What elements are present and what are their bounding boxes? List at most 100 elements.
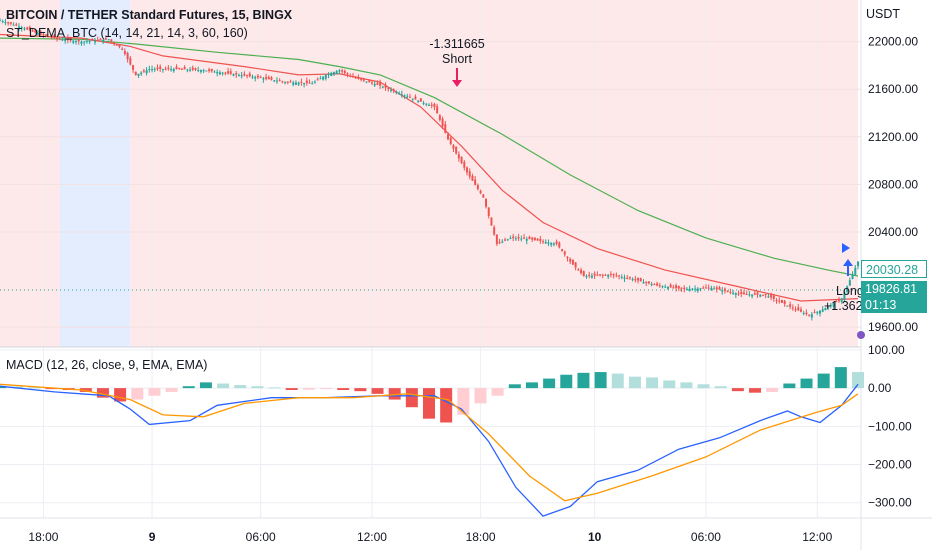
candle-body — [699, 288, 702, 290]
macd-tick-label: −300.00 — [868, 496, 912, 510]
candle-body — [832, 303, 835, 307]
macd-histogram-bar — [45, 388, 58, 390]
candle-body — [468, 171, 471, 177]
candle-body — [142, 70, 145, 72]
candle-body — [327, 73, 330, 75]
candle-body — [246, 75, 249, 77]
macd-legend[interactable]: MACD (12, 26, close, 9, EMA, EMA) — [6, 358, 208, 372]
candle-body — [99, 38, 102, 40]
candle-body — [107, 39, 110, 41]
candle-body — [270, 77, 273, 80]
candle-body — [406, 96, 409, 98]
candle-body — [221, 72, 224, 74]
candle-body — [256, 75, 259, 78]
candle-body — [419, 98, 422, 102]
candle-body — [338, 70, 341, 72]
candle-body — [118, 44, 121, 47]
candle-body — [381, 86, 384, 88]
candle-body — [742, 292, 745, 295]
time-axis-labels[interactable]: 18:00 9 06:00 12:00 18:00 10 06:00 12:00 — [28, 530, 832, 544]
macd-line — [0, 383, 859, 517]
candle-body — [544, 241, 547, 244]
last-price-value: 19826.81 — [865, 282, 918, 296]
macd-histogram-bar — [28, 387, 41, 389]
candle-body — [791, 307, 794, 309]
candle-body — [12, 24, 15, 26]
macd-tick-label: −100.00 — [868, 419, 912, 433]
candle-body — [612, 273, 615, 276]
macd-histogram-bar — [199, 382, 212, 389]
macd-histogram-bar — [234, 385, 247, 389]
candle-body — [186, 69, 189, 71]
indicator-legend[interactable]: ST_DEMA_BTC (14, 14, 21, 14, 3, 60, 160) — [6, 26, 248, 40]
macd-histogram-bar — [165, 388, 178, 392]
candle-body — [94, 40, 97, 43]
candle-body — [197, 69, 200, 71]
candle-body — [778, 300, 781, 302]
candle-body — [786, 305, 789, 307]
candle-body — [533, 237, 536, 241]
candle-body — [656, 283, 659, 286]
candle-body — [775, 300, 778, 302]
candle-body — [330, 73, 333, 76]
candle-body — [745, 294, 748, 296]
candle-body — [767, 296, 770, 298]
candle-body — [61, 39, 64, 41]
candle-body — [313, 81, 316, 83]
candle-body — [561, 249, 564, 252]
candle-body — [373, 83, 376, 86]
candle-body — [370, 82, 373, 84]
candle-body — [520, 238, 523, 240]
candle-body — [737, 293, 740, 295]
candle-body — [658, 285, 661, 287]
candle-body — [639, 278, 642, 282]
candle-body — [319, 78, 322, 80]
candle-body — [582, 271, 585, 276]
candle-body — [191, 67, 194, 70]
candle-body — [452, 145, 455, 149]
candle-body — [56, 37, 59, 39]
candle-body — [797, 307, 800, 311]
macd-histogram-bar — [251, 386, 264, 389]
candle-body — [85, 41, 88, 43]
candlesticks[interactable] — [0, 18, 859, 321]
candle-body — [449, 137, 452, 144]
candle-body — [799, 309, 802, 312]
macd-histogram-bar — [474, 388, 487, 404]
candle-body — [164, 68, 167, 70]
price-tick-label: 20400.00 — [868, 225, 918, 239]
candle-body — [596, 274, 599, 276]
candle-body — [91, 39, 94, 41]
candle-body — [607, 274, 610, 277]
candle-body — [780, 299, 783, 303]
macd-histogram-bar — [594, 372, 607, 389]
candle-body — [1, 21, 4, 23]
candle-body — [284, 82, 287, 84]
candle-body — [590, 275, 593, 278]
candle-body — [267, 77, 270, 80]
candle-body — [460, 156, 463, 163]
candle-body — [756, 292, 759, 295]
candle-body — [504, 239, 507, 241]
macd-axis-labels[interactable]: 100.00 0.00 −100.00 −200.00 −300.00 — [868, 343, 912, 510]
candle-body — [827, 306, 830, 308]
candle-body — [411, 98, 414, 100]
time-tick-label: 10 — [588, 530, 602, 544]
candle-body — [265, 77, 268, 79]
macd-histogram-bar — [354, 388, 367, 392]
candle-body — [715, 287, 718, 290]
candle-body — [846, 286, 849, 292]
candle-body — [368, 80, 371, 83]
candle-body — [493, 227, 496, 235]
candle-body — [210, 68, 213, 72]
candle-body — [474, 179, 477, 185]
candle-body — [39, 31, 42, 35]
price-axis-labels[interactable]: 22000.00 21600.00 21200.00 20800.00 20400.00… — [868, 35, 918, 335]
candle-body — [20, 27, 23, 29]
macd-histogram-bar — [217, 383, 230, 389]
macd-histogram-bar — [543, 378, 556, 389]
candle-body — [0, 20, 1, 22]
candle-body — [759, 294, 762, 297]
event-marker-icon[interactable] — [857, 331, 865, 339]
